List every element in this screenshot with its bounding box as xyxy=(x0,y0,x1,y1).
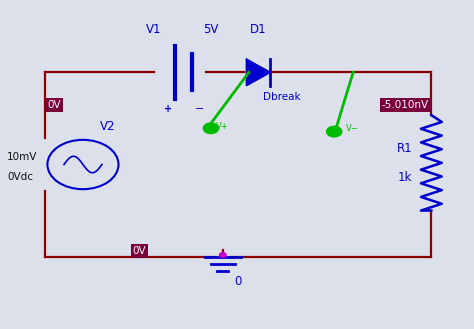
Text: D1: D1 xyxy=(250,23,267,36)
Text: V2: V2 xyxy=(100,120,115,133)
Circle shape xyxy=(327,126,342,137)
Text: V−: V− xyxy=(346,124,359,133)
Text: 10mV: 10mV xyxy=(7,152,37,162)
Circle shape xyxy=(203,123,219,134)
Text: 5V: 5V xyxy=(203,23,219,36)
Text: +: + xyxy=(164,104,173,114)
Text: 0V: 0V xyxy=(47,100,61,110)
Text: R1: R1 xyxy=(397,141,412,155)
Text: 0Vdc: 0Vdc xyxy=(7,172,33,182)
Text: −: − xyxy=(194,104,204,114)
Text: 1k: 1k xyxy=(398,171,412,184)
Text: -5.010nV: -5.010nV xyxy=(382,100,429,110)
Circle shape xyxy=(219,253,226,257)
Text: Dbreak: Dbreak xyxy=(263,92,301,102)
Text: V1: V1 xyxy=(146,23,162,36)
Text: V+: V+ xyxy=(216,122,228,131)
Text: 0: 0 xyxy=(235,275,242,288)
Polygon shape xyxy=(246,59,270,86)
Text: 0V: 0V xyxy=(133,246,146,256)
